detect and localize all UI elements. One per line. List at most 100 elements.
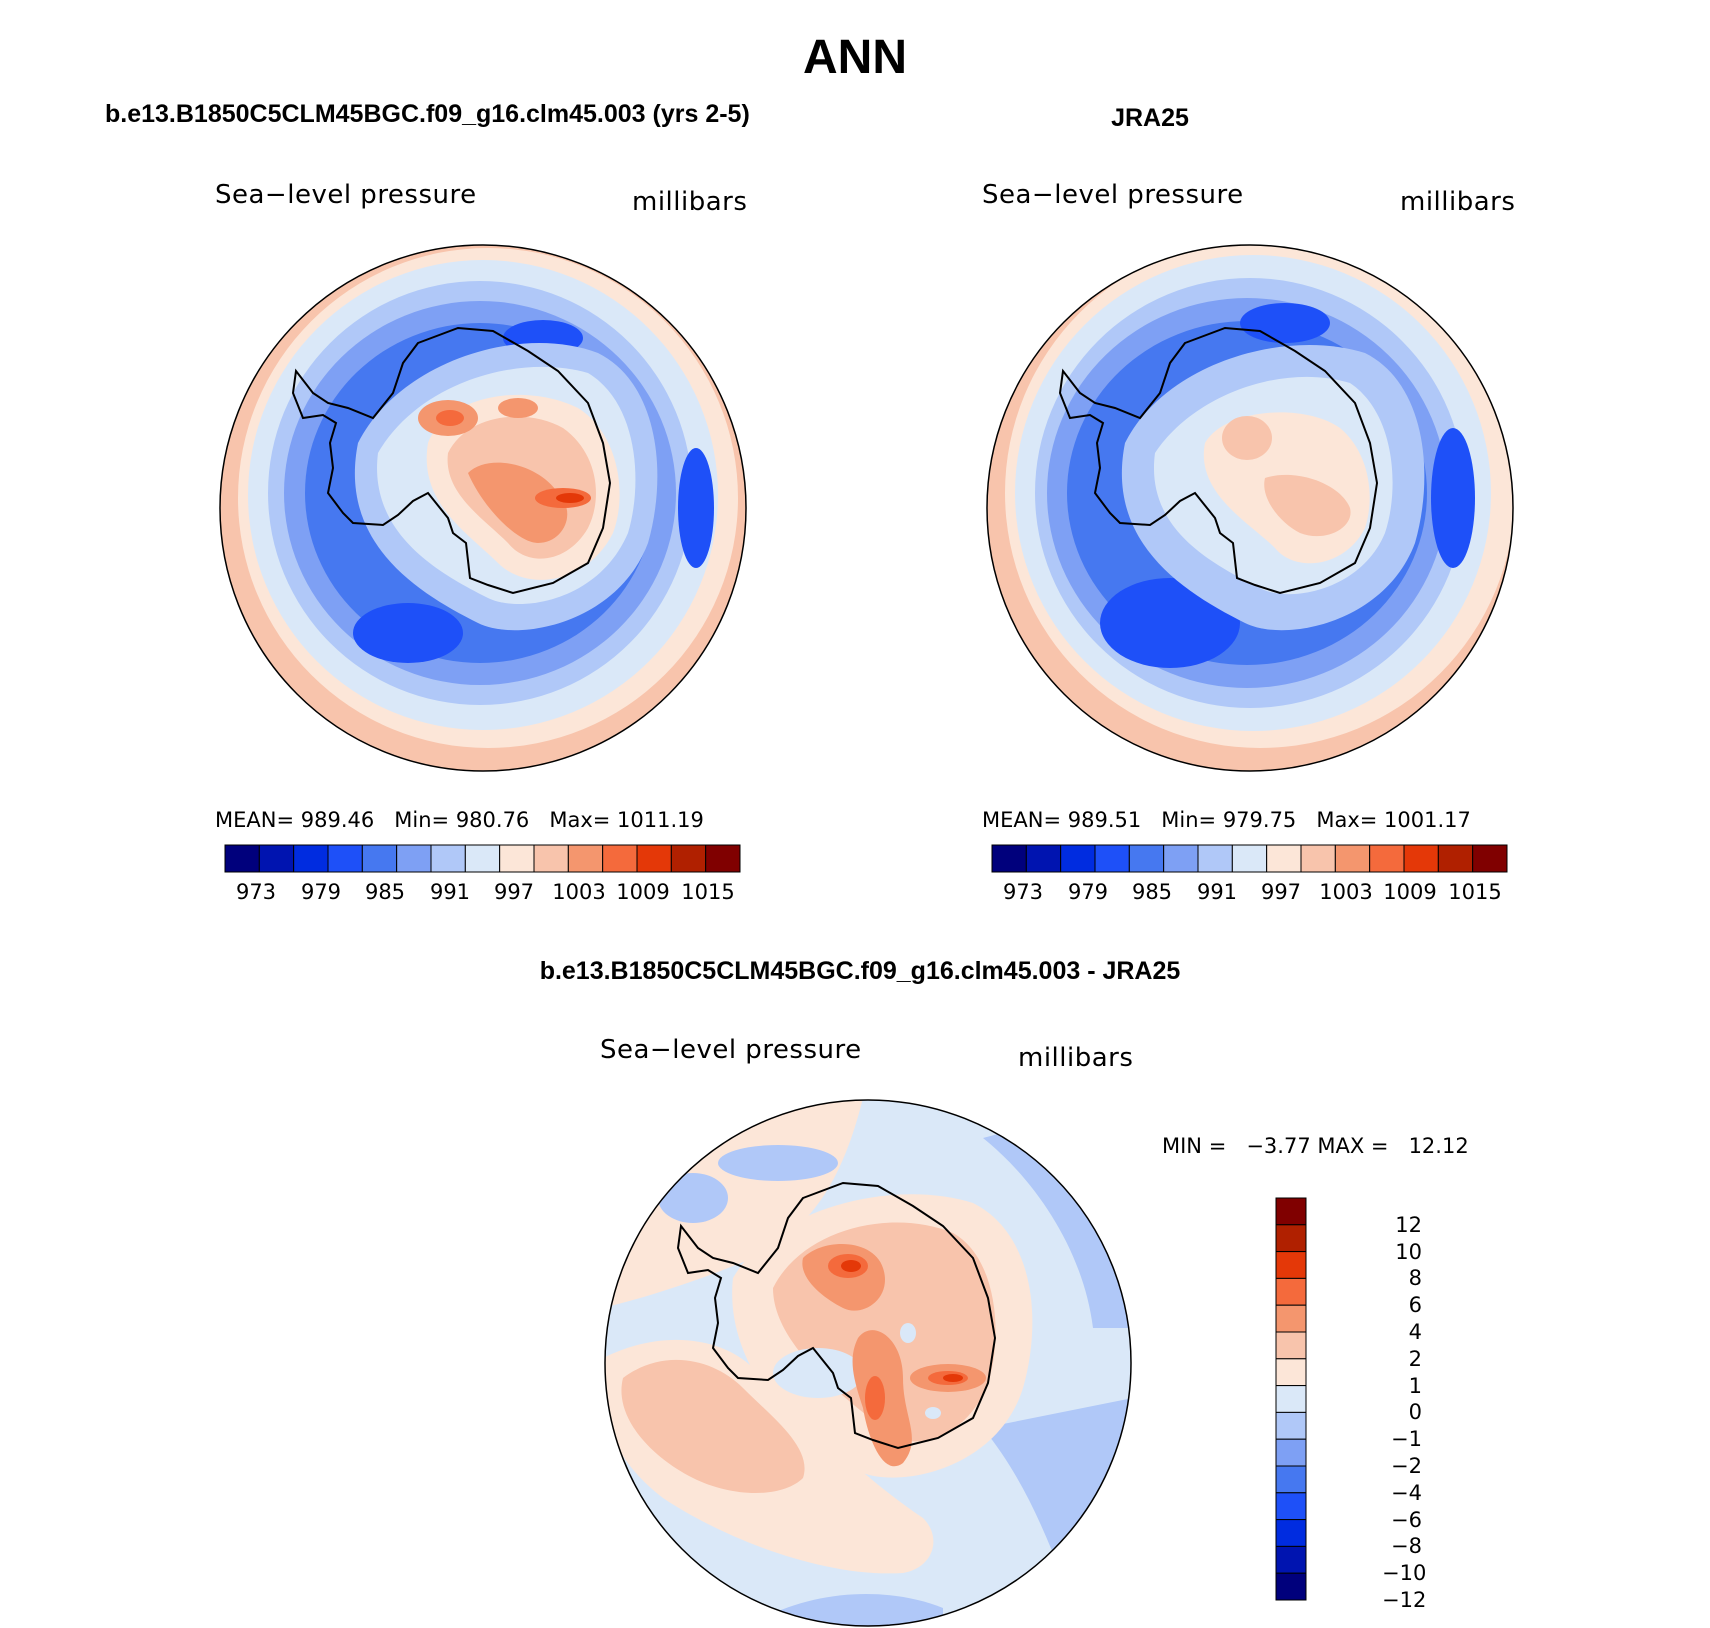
panel3-colorbar-label: 12: [1395, 1212, 1422, 1237]
colorbar-swatch: [1163, 844, 1199, 873]
colorbar-swatch: [1275, 1519, 1307, 1547]
panel1-min-label: Min=: [394, 808, 450, 832]
panel2-colorbar-label: 1015: [1448, 880, 1502, 904]
colorbar-swatch: [567, 844, 604, 873]
colorbar-swatch: [1275, 1331, 1307, 1360]
panel3-colorbar-label: −1: [1391, 1427, 1422, 1452]
colorbar-swatch: [1275, 1304, 1307, 1333]
colorbar-swatch: [499, 844, 535, 873]
panel2-units-label: millibars: [1400, 187, 1516, 217]
panel2-colorbar-labels: 973 979 985 991 997 1003 1009 1015: [992, 880, 1507, 906]
panel1-stats: MEAN= 989.46 Min= 980.76 Max= 1011.19: [215, 808, 704, 832]
panel3-colorbar-label: 4: [1408, 1320, 1422, 1344]
panel1-mean-label: MEAN=: [215, 808, 295, 832]
panel2-colorbar-label: 973: [1002, 880, 1044, 904]
colorbar-swatch: [1275, 1465, 1307, 1494]
colorbar-swatch: [1275, 1251, 1307, 1279]
panel1-map-boundary: [219, 244, 747, 772]
panel1-colorbar-label: 1003: [552, 880, 606, 904]
colorbar-swatch: [1231, 844, 1268, 873]
panel1-colorbar-label: 1009: [616, 880, 670, 904]
panel1-colorbar-label: 985: [364, 880, 406, 904]
panel3-colorbar-label: 1: [1408, 1373, 1422, 1398]
panel1-contour-fill: [220, 245, 746, 771]
panel1-polar-map: [219, 244, 747, 772]
panel3-colorbar-label: −2: [1391, 1454, 1422, 1478]
colorbar-swatch: [1275, 1197, 1307, 1226]
panel1-antarctica-outline: [291, 326, 612, 595]
panel1-min-value: 980.76: [455, 808, 530, 832]
colorbar-swatch: [1128, 844, 1165, 873]
panel3-colorbar: [1275, 1197, 1307, 1601]
colorbar-swatch: [1060, 844, 1096, 873]
panel3-colorbar-label: 8: [1408, 1266, 1422, 1291]
panel3-colorbar-label: −6: [1391, 1507, 1422, 1532]
panel1-max-value: 1011.19: [617, 808, 704, 832]
panel3-antarctica-outline: [676, 1181, 997, 1450]
colorbar-swatch: [602, 844, 638, 873]
colorbar-swatch: [1369, 844, 1405, 873]
colorbar-swatch: [1275, 1411, 1307, 1440]
panel1-colorbar-label: 979: [300, 880, 342, 904]
panel3-max-label: MAX =: [1317, 1134, 1389, 1158]
panel2-mean-value: 989.51: [1067, 808, 1142, 832]
colorbar-swatch: [293, 844, 329, 873]
colorbar-swatch: [1275, 1224, 1307, 1253]
colorbar-swatch: [361, 844, 398, 873]
panel2-variable-label: Sea−level pressure: [982, 180, 1244, 210]
panel3-colorbar-label: 2: [1408, 1346, 1422, 1371]
colorbar-swatch: [1334, 844, 1371, 873]
figure-title: ANN: [803, 31, 907, 84]
panel2-mean-label: MEAN=: [982, 808, 1062, 832]
colorbar-swatch: [1275, 1438, 1307, 1467]
colorbar-swatch: [1275, 1385, 1307, 1413]
panel2-colorbar-label: 1003: [1319, 880, 1373, 904]
colorbar-swatch: [224, 844, 260, 873]
colorbar-swatch: [1275, 1545, 1307, 1574]
colorbar-swatch: [1094, 844, 1130, 873]
panel3-colorbar-label: 0: [1408, 1400, 1422, 1425]
panel1-variable-label: Sea−level pressure: [215, 180, 477, 210]
panel2-colorbar-label: 997: [1260, 880, 1302, 904]
panel2-colorbar-label: 1009: [1383, 880, 1437, 904]
colorbar-swatch: [1275, 1572, 1307, 1601]
colorbar-swatch: [670, 844, 707, 873]
panel3-colorbar-label: −4: [1391, 1480, 1422, 1505]
colorbar-swatch: [533, 844, 569, 873]
panel2-antarctica-outline: [1058, 326, 1379, 595]
panel2-max-label: Max=: [1316, 808, 1378, 832]
panel1-colorbar-label: 991: [429, 880, 471, 904]
panel1-title: b.e13.B1850C5CLM45BGC.f09_g16.clm45.003 …: [105, 100, 750, 128]
colorbar-swatch: [464, 844, 501, 873]
panel2-max-value: 1001.17: [1384, 808, 1471, 832]
colorbar-swatch: [636, 844, 672, 873]
colorbar-swatch: [705, 844, 741, 873]
colorbar-swatch: [1025, 844, 1062, 873]
panel2-min-value: 979.75: [1222, 808, 1297, 832]
panel2-min-label: Min=: [1161, 808, 1217, 832]
colorbar-swatch: [1437, 844, 1474, 873]
panel3-variable-label: Sea−level pressure: [600, 1035, 862, 1065]
panel3-min-label: MIN =: [1162, 1134, 1227, 1158]
panel1-colorbar-labels: 973 979 985 991 997 1003 1009 1015: [225, 880, 740, 906]
panel1-max-label: Max=: [549, 808, 611, 832]
panel2-polar-map: [986, 244, 1514, 772]
colorbar-swatch: [1472, 844, 1508, 873]
panel3-polar-map: [604, 1099, 1132, 1627]
panel3-units-label: millibars: [1018, 1043, 1134, 1073]
panel1-units-label: millibars: [632, 187, 748, 217]
colorbar-swatch: [1275, 1492, 1307, 1521]
panel3-max-value: 12.12: [1408, 1134, 1469, 1158]
panel2-colorbar-label: 985: [1131, 880, 1173, 904]
panel2-colorbar: [991, 844, 1508, 873]
colorbar-swatch: [1300, 844, 1336, 873]
panel2-colorbar-label: 991: [1196, 880, 1238, 904]
colorbar-swatch: [991, 844, 1027, 873]
colorbar-swatch: [430, 844, 466, 873]
panel2-map-boundary: [986, 244, 1514, 772]
panel1-colorbar-label: 973: [235, 880, 277, 904]
panel3-colorbar-label: −10: [1382, 1561, 1427, 1586]
panel1-mean-value: 989.46: [300, 808, 375, 832]
colorbar-swatch: [327, 844, 363, 873]
panel2-colorbar-label: 979: [1067, 880, 1109, 904]
